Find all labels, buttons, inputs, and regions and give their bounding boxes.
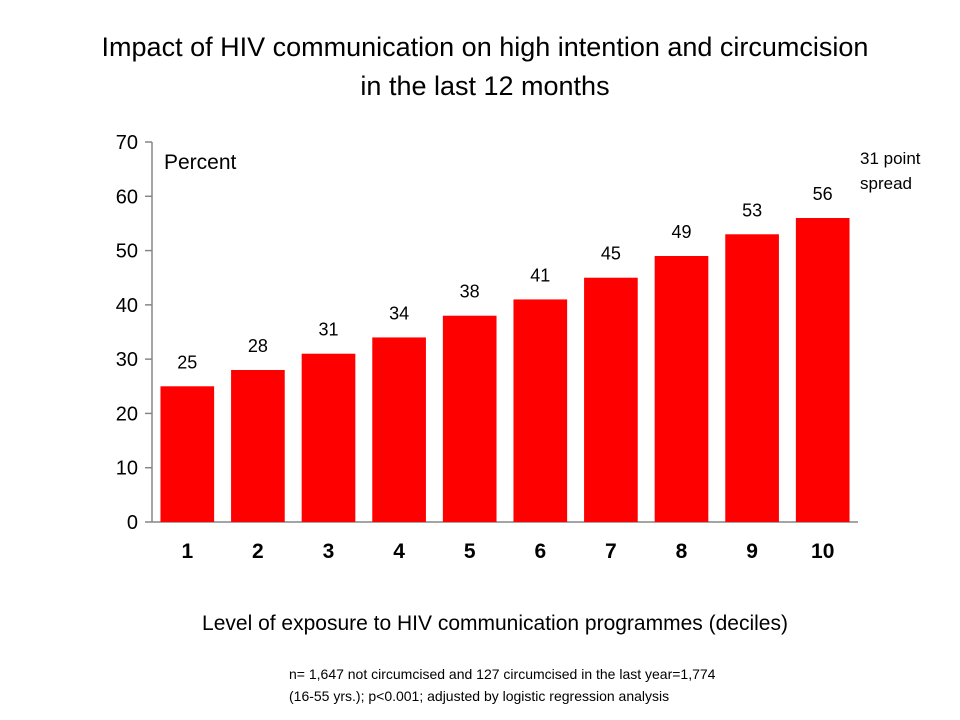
x-tick-label: 2 bbox=[252, 540, 264, 563]
spread-annotation-line-1: 31 point bbox=[860, 149, 921, 168]
bar bbox=[231, 370, 285, 522]
x-tick-label: 10 bbox=[811, 540, 834, 563]
x-tick-label: 5 bbox=[464, 540, 476, 563]
data-label: 31 bbox=[318, 320, 338, 340]
data-label: 28 bbox=[248, 336, 268, 356]
x-axis-label: Level of exposure to HIV communication p… bbox=[202, 612, 788, 635]
data-label: 38 bbox=[460, 282, 480, 302]
data-label: 45 bbox=[601, 244, 621, 264]
data-label: 41 bbox=[530, 265, 550, 285]
x-tick-label: 4 bbox=[393, 540, 405, 563]
footnote-line-1: n= 1,647 not circumcised and 127 circumc… bbox=[289, 666, 716, 682]
x-tick-label: 6 bbox=[534, 540, 546, 563]
footnote-line-2: (16-55 yrs.); p<0.001; adjusted by logis… bbox=[289, 688, 670, 704]
y-tick-label: 10 bbox=[116, 458, 138, 480]
y-tick-label: 30 bbox=[116, 349, 138, 371]
spread-annotation-line-2: spread bbox=[860, 174, 912, 193]
y-tick-label: 0 bbox=[127, 512, 138, 534]
y-tick-label: 60 bbox=[116, 186, 138, 208]
x-tick-label: 3 bbox=[323, 540, 335, 563]
bar bbox=[795, 218, 850, 522]
data-label: 25 bbox=[177, 352, 197, 372]
data-label: 56 bbox=[813, 184, 833, 204]
footnote: n= 1,647 not circumcised and 127 circumc… bbox=[289, 663, 715, 707]
x-tick-label: 9 bbox=[746, 540, 758, 563]
bar bbox=[654, 256, 709, 522]
spread-annotation: 31 point spread bbox=[860, 146, 921, 196]
chart-title-line-2: in the last 12 months bbox=[360, 71, 610, 101]
x-tick-label: 8 bbox=[676, 540, 688, 563]
data-label: 53 bbox=[742, 200, 762, 220]
y-tick-label: 70 bbox=[116, 132, 138, 154]
bar bbox=[513, 299, 568, 522]
x-tick-label: 1 bbox=[181, 540, 193, 563]
bar bbox=[301, 353, 356, 522]
bar bbox=[372, 337, 426, 522]
y-axis-label: Percent bbox=[164, 151, 237, 174]
y-tick-label: 20 bbox=[116, 403, 138, 425]
bar bbox=[442, 315, 497, 522]
chart-title-line-1: Impact of HIV communication on high inte… bbox=[101, 32, 869, 62]
bar bbox=[725, 234, 779, 523]
y-tick-label: 40 bbox=[116, 295, 138, 317]
bar bbox=[160, 386, 215, 522]
chart-title: Impact of HIV communication on high inte… bbox=[0, 28, 960, 106]
bar bbox=[584, 277, 638, 522]
data-label: 34 bbox=[389, 303, 409, 323]
x-tick-label: 7 bbox=[605, 540, 617, 563]
data-label: 49 bbox=[671, 222, 691, 242]
y-tick-label: 50 bbox=[116, 241, 138, 263]
